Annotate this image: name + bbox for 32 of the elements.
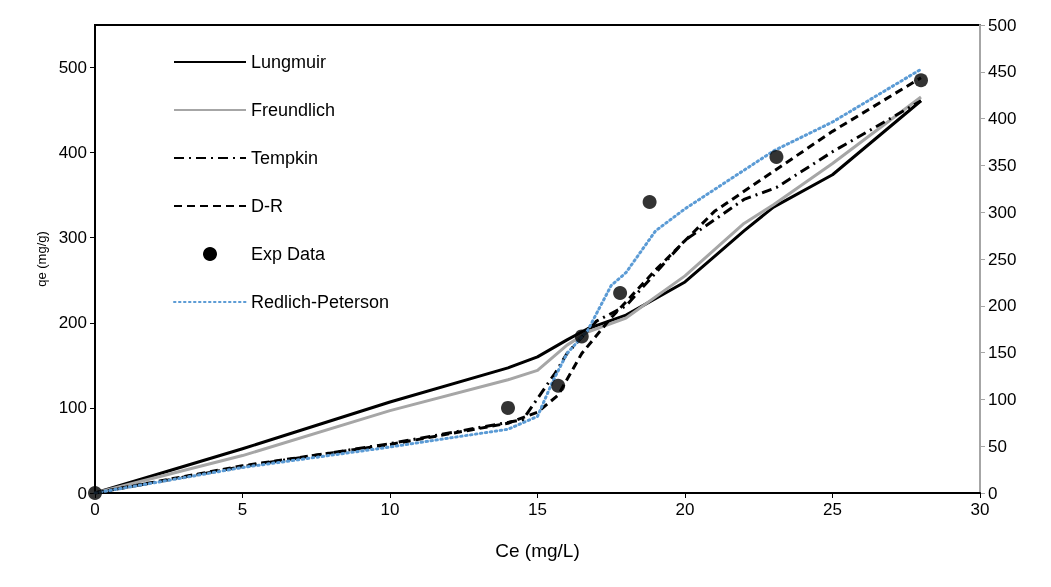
y2-tick-label: 250 <box>988 249 1017 269</box>
x-tick-label: 5 <box>237 500 248 519</box>
y-tick-label: 200 <box>58 313 87 333</box>
x-tick-label: 15 <box>528 500 547 519</box>
y-axis-title: qe (mg/g) <box>33 231 49 287</box>
y-tick-label: 300 <box>58 228 87 248</box>
y-tick-label: 0 <box>77 483 87 503</box>
y2-tick-label: 400 <box>988 109 1017 129</box>
y2-tick-label: 300 <box>988 202 1017 222</box>
legend-label: D-R <box>251 196 283 216</box>
x-tick-label: 0 <box>90 500 100 519</box>
x-axis-title: Ce (mg/L) <box>495 540 580 561</box>
x-tick-label: 10 <box>380 500 400 519</box>
x-tick-label: 20 <box>675 500 695 519</box>
y2-tick-label: 450 <box>988 62 1017 82</box>
legend-label: Exp Data <box>251 244 327 264</box>
legend-label: Freundlich <box>251 100 336 120</box>
y2-tick-label: 150 <box>988 343 1017 363</box>
legend-label: Redlich-Peterson <box>251 292 390 312</box>
x-tick-label: 30 <box>970 500 990 519</box>
y2-tick-label: 0 <box>988 483 998 503</box>
y-tick-label: 400 <box>58 143 87 163</box>
y2-tick-label: 100 <box>988 389 1017 409</box>
x-tick-label: 25 <box>823 500 842 519</box>
legend-label: Lungmuir <box>251 52 327 72</box>
y2-tick-label: 200 <box>988 296 1017 316</box>
y-tick-label: 100 <box>58 398 87 418</box>
y2-tick-label: 50 <box>988 436 1007 456</box>
y2-tick-label: 500 <box>988 15 1017 35</box>
y2-tick-label: 350 <box>988 155 1017 175</box>
legend-label: Tempkin <box>251 148 319 168</box>
y-tick-label: 500 <box>58 58 87 78</box>
